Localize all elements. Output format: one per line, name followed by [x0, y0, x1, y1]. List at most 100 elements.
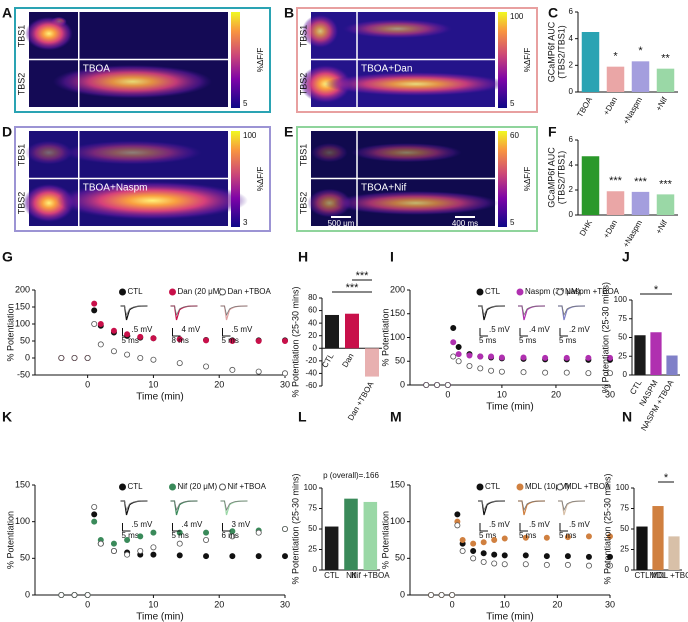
y-axis-label: % Potentiation (25-30 mins)	[290, 286, 300, 397]
scale-label: 6 ms	[222, 531, 239, 540]
x-tick-label: 0	[445, 389, 450, 399]
data-point	[564, 561, 571, 568]
y-axis-label: % Potentiation (25-30 mins)	[602, 473, 612, 584]
y-tick-label: 100	[616, 483, 630, 492]
data-point	[428, 592, 435, 599]
bar	[631, 61, 650, 92]
data-point	[84, 592, 91, 599]
row-label: TBS1	[298, 144, 308, 167]
bar	[325, 314, 339, 349]
trace	[170, 500, 198, 512]
data-point	[91, 503, 98, 510]
data-point	[470, 555, 477, 562]
data-point	[137, 548, 144, 555]
x-tick-label: CTL	[320, 351, 336, 369]
data-point	[150, 529, 157, 536]
data-point	[542, 354, 549, 361]
x-tick-label: Nif	[346, 571, 357, 580]
data-point	[459, 537, 466, 544]
x-tick-label: 10	[500, 599, 510, 609]
data-point	[110, 348, 117, 355]
panel-label: E	[284, 124, 293, 140]
y-tick-label: 100	[304, 483, 318, 492]
panel-label: K	[2, 409, 12, 425]
data-point	[110, 548, 117, 555]
data-point	[150, 335, 157, 342]
y-tick-label: 75	[618, 314, 627, 323]
x-tick-label: 20	[214, 599, 224, 609]
legend-label: CTL	[128, 287, 144, 296]
y-tick-label: 150	[15, 301, 30, 311]
data-point	[470, 548, 477, 555]
x-tick-label: +Naspm	[621, 218, 644, 249]
y-axis-label: % Potentiation (25-30 mins)	[290, 473, 300, 584]
data-point	[255, 368, 262, 375]
panel-label: B	[284, 5, 294, 21]
y-tick-label: 50	[20, 553, 30, 563]
panel-frame	[14, 7, 271, 113]
y-tick-label: 100	[390, 332, 405, 342]
y-tick-label: 0	[569, 210, 574, 219]
legend-label: Dan (20 μM)	[178, 287, 223, 296]
y-tick-label: 200	[15, 284, 30, 294]
data-point	[84, 354, 91, 361]
bar	[345, 313, 359, 349]
x-tick-label: CTL	[628, 378, 644, 396]
trace	[518, 500, 546, 516]
condition: TBOA+Dan	[361, 64, 412, 75]
row-label: TBS1	[16, 25, 26, 48]
y-tick-label: 60	[308, 306, 317, 315]
x-tick-label: +Nif	[654, 95, 669, 113]
data-point	[607, 562, 614, 569]
data-point	[255, 529, 262, 536]
data-point	[97, 320, 104, 327]
y-tick-label: 75	[308, 504, 317, 513]
bar	[652, 506, 664, 570]
panel-frame	[14, 126, 271, 232]
y-tick-label: 25	[618, 351, 627, 360]
significance: ***	[609, 175, 623, 187]
scalebar-label: 400 ms	[452, 219, 478, 228]
bar	[668, 536, 680, 570]
scale-label: .5 mV	[489, 520, 511, 529]
y-tick-label: 100	[390, 516, 405, 526]
y-tick-label: 4	[569, 34, 574, 43]
scale-label: 5 ms	[479, 531, 496, 540]
y-tick-label: 0	[313, 565, 318, 574]
y-tick-label: -20	[305, 356, 317, 365]
scale-label: .5 mV	[132, 325, 154, 334]
y-tick-label: 0	[625, 565, 630, 574]
colorbar-tick: 60	[510, 131, 519, 140]
legend-label: Dan +TBOA	[228, 287, 272, 296]
panel-label: N	[622, 409, 632, 425]
panel-label: D	[2, 124, 12, 140]
data-point	[501, 552, 508, 559]
legend-label: MDL (10μM)	[525, 482, 570, 491]
signal	[23, 183, 75, 223]
row-label: TBS2	[16, 192, 26, 215]
legend-label: MDL +TBOA	[565, 482, 611, 491]
y-tick-label: 150	[15, 479, 30, 489]
significance: *	[613, 51, 618, 63]
legend-label: CTL	[485, 482, 501, 491]
data-point	[110, 540, 117, 547]
trace	[170, 305, 198, 317]
y-axis-label: % Potentiation	[380, 511, 390, 569]
data-point	[229, 337, 236, 344]
scale-label: 5 ms	[519, 531, 536, 540]
data-point	[498, 368, 505, 375]
data-point	[150, 551, 157, 558]
data-point	[203, 363, 210, 370]
data-point	[91, 320, 98, 327]
significance: ***	[659, 178, 673, 190]
data-point	[543, 561, 550, 568]
row-label: TBS1	[298, 25, 308, 48]
scale-bar	[479, 328, 488, 337]
data-point	[110, 327, 117, 334]
bar	[581, 32, 600, 92]
y-axis-label: % Potentiation	[5, 303, 15, 361]
data-point	[585, 562, 592, 569]
colorbar-label: %ΔF/F	[256, 167, 265, 192]
scale-label: 5 ms	[172, 531, 189, 540]
signal	[25, 140, 73, 165]
